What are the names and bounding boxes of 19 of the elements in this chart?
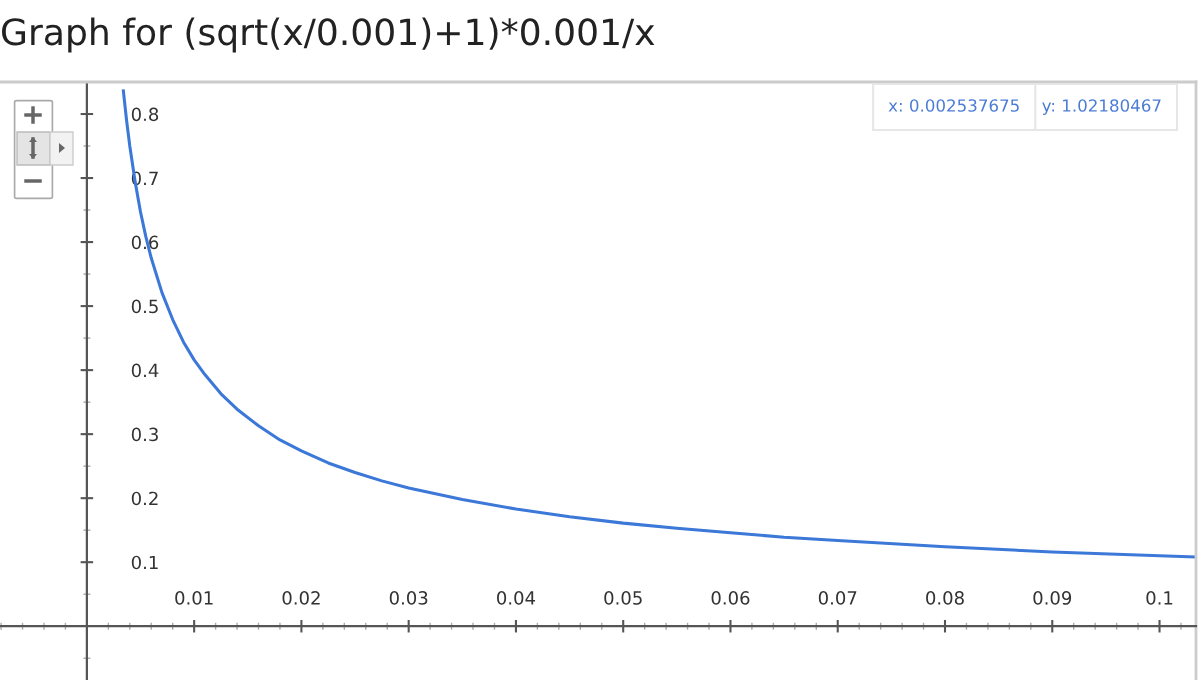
x-tick-label: 0.09: [1033, 591, 1072, 605]
y-tick-label: 0.2: [131, 491, 158, 506]
x-tick-label: 0.02: [282, 591, 320, 605]
y-tick-label: 0.1: [131, 555, 158, 570]
annotation: y: 1.02180467: [1042, 99, 1161, 116]
y-tick-label: 0.8: [131, 107, 159, 122]
x-tick-label: 0.07: [818, 591, 857, 605]
x-tick-label: 0.08: [926, 591, 964, 605]
x-tick-label: 0.05: [604, 591, 642, 605]
y-tick-label: 0.4: [131, 363, 159, 378]
y-tick-label: 0.3: [131, 427, 158, 442]
x-tick-label: 0.1: [1146, 591, 1173, 605]
y-tick-label: 0.5: [131, 299, 158, 314]
x-tick-label: 0.06: [711, 591, 750, 605]
x-tick-label: 0.04: [497, 591, 536, 605]
x-tick-label: 0.03: [389, 591, 428, 605]
x-tick-label: 0.01: [175, 591, 213, 605]
chart-title: Graph for (sqrt(x/0.001)+1)*0.001/x: [2, 17, 655, 53]
annotation: x: 0.002537675: [888, 99, 1019, 112]
